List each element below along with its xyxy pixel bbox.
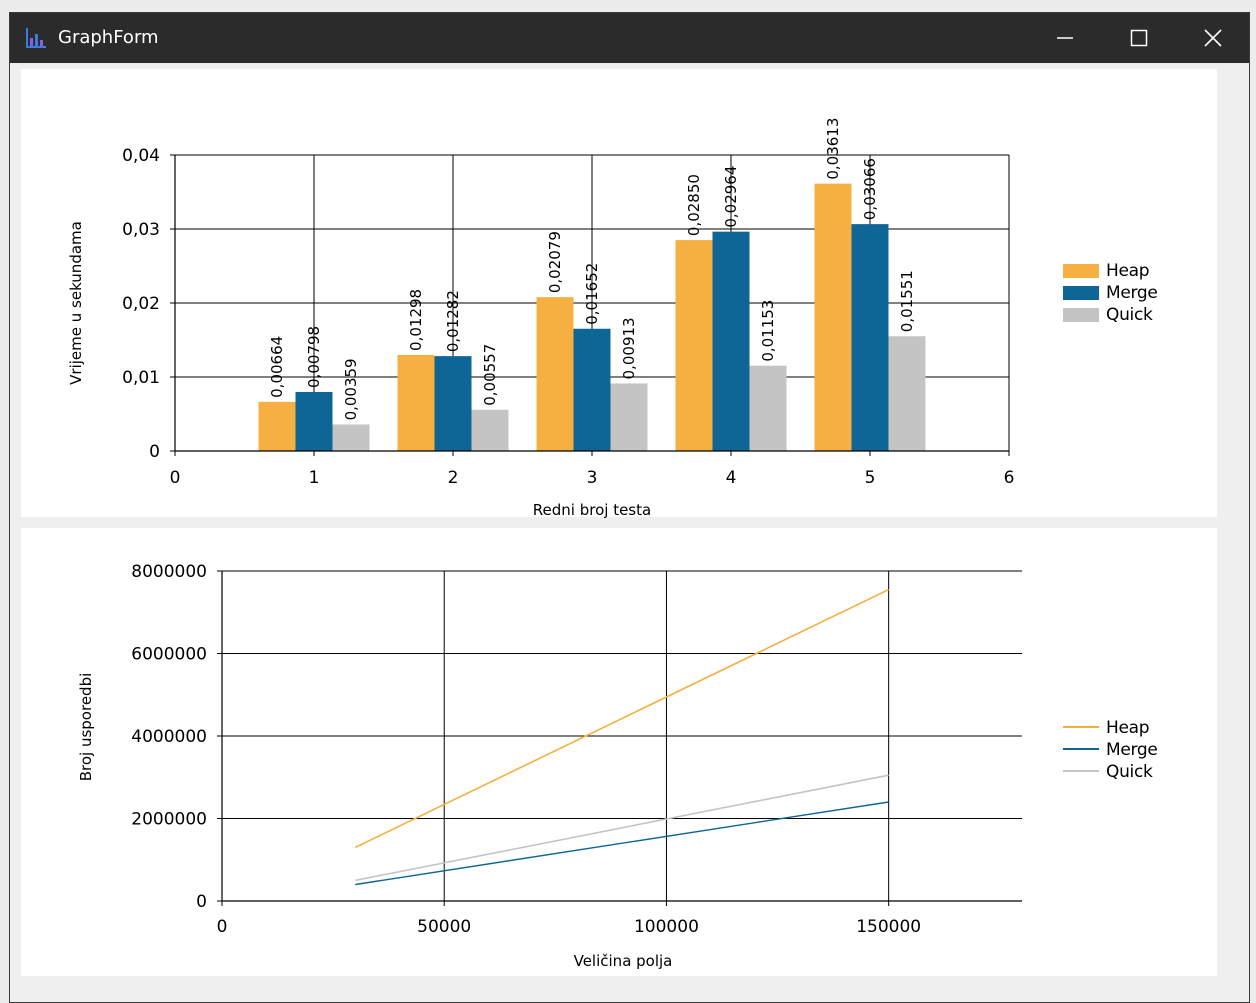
x-tick-label: 150000 [856, 917, 921, 937]
x-tick-label: 6 [1004, 468, 1015, 488]
bar-quick [610, 383, 648, 451]
data-label-heap: 0,02079 [546, 231, 564, 293]
data-label-quick: 0,00359 [342, 358, 360, 420]
bar-quick [471, 409, 509, 451]
legend-swatch-quick [1063, 308, 1099, 322]
legend-label-merge: Merge [1106, 740, 1158, 760]
y-axis-title: Vrijeme u sekundama [67, 221, 85, 385]
x-tick-label: 50000 [417, 917, 471, 937]
legend-line-merge [1063, 748, 1099, 750]
legend-label-quick: Quick [1106, 305, 1153, 325]
data-label-heap: 0,03613 [824, 118, 842, 180]
bar-merge [851, 224, 889, 451]
legend-label-heap: Heap [1106, 718, 1150, 738]
x-tick-label: 2 [448, 468, 459, 488]
series-line-merge [355, 801, 889, 886]
data-label-heap: 0,01298 [407, 289, 425, 351]
minimize-button[interactable] [1028, 13, 1102, 63]
close-icon [1204, 29, 1222, 47]
maximize-button[interactable] [1102, 13, 1176, 63]
data-label-merge: 0,03066 [861, 158, 879, 220]
y-tick-label: 0,04 [122, 146, 160, 166]
legend-label-quick: Quick [1106, 762, 1153, 782]
bar-merge [434, 356, 472, 451]
x-axis-title: Redni broj testa [533, 501, 651, 519]
bar-quick [332, 424, 370, 451]
bar-heap [397, 354, 435, 451]
bar-heap [814, 183, 852, 451]
title-bar[interactable]: GraphForm [10, 13, 1249, 63]
data-label-quick: 0,00557 [481, 344, 499, 406]
bar-quick [749, 365, 787, 451]
y-axis-title: Broj usporedbi [77, 673, 95, 782]
data-label-merge: 0,01282 [444, 290, 462, 352]
series-line-heap [354, 588, 890, 849]
x-tick-label: 5 [865, 468, 876, 488]
y-tick-label: 2000000 [131, 810, 207, 830]
y-tick-label: 0,02 [122, 294, 160, 314]
y-tick-label: 4000000 [131, 727, 207, 747]
x-axis-title: Veličina polja [574, 952, 673, 970]
minimize-icon [1057, 37, 1073, 39]
data-label-merge: 0,00798 [305, 326, 323, 388]
x-tick-label: 3 [587, 468, 598, 488]
legend-swatch-heap [1063, 264, 1099, 278]
bar-heap [675, 240, 713, 451]
y-tick-label: 0,01 [122, 368, 160, 388]
x-tick-label: 100000 [634, 917, 699, 937]
x-tick-label: 0 [170, 468, 181, 488]
legend-label-heap: Heap [1106, 261, 1150, 281]
bar-heap [536, 297, 574, 451]
legend-line-heap [1063, 726, 1099, 728]
close-button[interactable] [1176, 13, 1250, 63]
bar-merge [295, 391, 333, 451]
y-tick-label: 6000000 [131, 645, 207, 665]
series-line-quick [355, 774, 889, 882]
data-label-merge: 0,02964 [722, 166, 740, 228]
data-label-quick: 0,00913 [620, 317, 638, 379]
data-label-merge: 0,01652 [583, 263, 601, 325]
data-label-quick: 0,01153 [759, 300, 777, 362]
y-tick-label: 0,03 [122, 220, 160, 240]
y-tick-label: 0 [196, 892, 207, 912]
chart-app-icon [26, 28, 46, 48]
bar-heap [258, 401, 296, 451]
legend-swatch-merge [1063, 286, 1099, 300]
data-label-quick: 0,01551 [898, 270, 916, 332]
data-label-heap: 0,02850 [685, 174, 703, 236]
x-tick-label: 0 [217, 917, 228, 937]
x-tick-label: 1 [309, 468, 320, 488]
bar-merge [573, 328, 611, 451]
window-title: GraphForm [58, 27, 159, 48]
y-tick-label: 8000000 [131, 562, 207, 582]
legend-line-quick [1063, 770, 1099, 772]
legend-label-merge: Merge [1106, 283, 1158, 303]
x-tick-label: 4 [726, 468, 737, 488]
data-label-heap: 0,00664 [268, 336, 286, 398]
bar-quick [888, 336, 926, 451]
maximize-icon [1130, 29, 1148, 47]
bar-merge [712, 231, 750, 451]
y-tick-label: 0 [149, 442, 160, 462]
